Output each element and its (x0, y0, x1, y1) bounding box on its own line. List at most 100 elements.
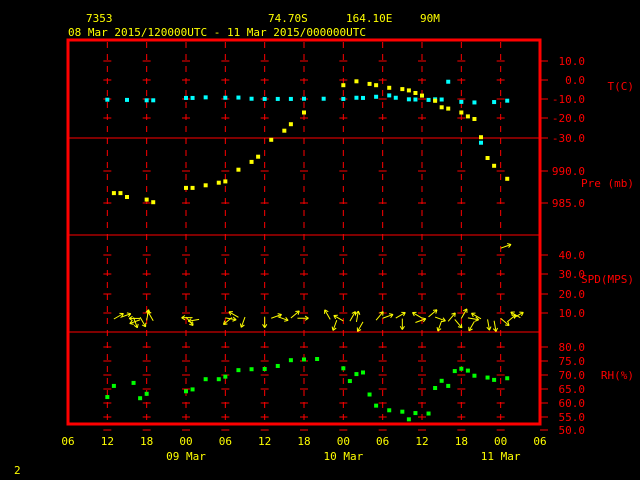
humidity-point (452, 369, 457, 374)
wind-arrow (277, 316, 289, 322)
pressure-point (249, 159, 254, 164)
wind-arrow (297, 315, 309, 321)
x-tick-label: 06 (376, 435, 389, 448)
wind-arrow (513, 311, 524, 319)
pressure-point (269, 137, 274, 142)
pressure-point (387, 85, 392, 90)
longitude: 164.10E (346, 12, 392, 25)
pressure-point (400, 87, 405, 92)
pressure-point (485, 156, 490, 160)
page-number: 2 (14, 464, 21, 477)
x-tick-label: 18 (455, 435, 468, 448)
humidity-point (354, 372, 359, 377)
temperature-point (426, 97, 431, 102)
temperature-point (459, 99, 464, 104)
pressure-point (479, 135, 483, 140)
wind-arrow (228, 311, 239, 318)
temperature-point (184, 95, 188, 100)
latitude: 74.70S (268, 12, 308, 25)
pressure-point (190, 185, 195, 190)
temperature-point (393, 95, 398, 100)
y-tick-label: 10.0 (559, 307, 586, 320)
humidity-point (223, 374, 228, 379)
temperature-point (236, 95, 241, 100)
humidity-point (138, 396, 143, 401)
humidity-point (361, 370, 365, 375)
humidity-point (203, 377, 208, 382)
humidity-point (439, 378, 444, 383)
wind-arrow (120, 312, 132, 318)
temperature-point (223, 95, 228, 100)
y-tick-label: 990.0 (552, 165, 585, 178)
temperature-point (406, 97, 411, 102)
humidity-point (105, 395, 110, 400)
panel-axis-label: RH(%) (601, 369, 634, 382)
pressure-point (282, 128, 287, 133)
temperature-point (203, 95, 208, 100)
station-id: 7353 (86, 12, 113, 25)
y-tick-label: 985.0 (552, 197, 585, 210)
panel-axis-label: T(C) (608, 80, 635, 93)
date-label: 09 Mar (166, 450, 206, 463)
wind-arrow (399, 318, 405, 330)
y-tick-label: 70.0 (559, 369, 586, 382)
y-tick-label: -20.0 (552, 112, 585, 125)
wind-arrow (262, 316, 268, 328)
pressure-point (446, 106, 451, 111)
pressure-point (354, 79, 359, 84)
wind-arrow (471, 312, 482, 320)
panel-axis-label: Pre (mb) (581, 177, 634, 190)
temperature-point (446, 79, 451, 84)
wind-arrow (467, 316, 480, 322)
humidity-point (216, 377, 221, 382)
humidity-point (472, 373, 477, 378)
pressure-point (420, 93, 424, 98)
x-tick-label: 00 (337, 435, 350, 448)
temperature-point (472, 100, 477, 105)
pressure-point (492, 163, 497, 168)
pressure-point (459, 110, 464, 115)
wind-arrow (290, 310, 300, 319)
humidity-point (459, 366, 464, 371)
humidity-point (315, 357, 320, 362)
humidity-point (347, 379, 352, 384)
wind-arrow (500, 243, 512, 249)
temperature-point (190, 95, 195, 100)
wind-arrow (133, 317, 139, 329)
wind-arrow (222, 317, 233, 326)
y-tick-label: -10.0 (552, 93, 585, 106)
elevation: 90M (420, 12, 440, 25)
x-tick-label: 12 (258, 435, 271, 448)
humidity-point (131, 380, 136, 385)
y-tick-label: 60.0 (559, 397, 586, 410)
humidity-point (262, 366, 267, 371)
wind-arrow (428, 309, 438, 318)
x-tick-label: 12 (415, 435, 428, 448)
pressure-point (203, 183, 208, 188)
humidity-point (144, 391, 149, 396)
y-tick-label: 80.0 (559, 341, 586, 354)
humidity-point (275, 363, 280, 368)
wind-arrow (139, 317, 147, 328)
humidity-point (406, 417, 411, 422)
wind-arrow (333, 314, 344, 322)
x-tick-label: 00 (494, 435, 507, 448)
plot-frame (66, 38, 542, 426)
humidity-point (190, 387, 195, 392)
pressure-point (118, 191, 123, 196)
pressure-point (216, 180, 221, 185)
temperature-point (144, 98, 149, 103)
wind-arrow (129, 319, 141, 325)
temperature-point (361, 95, 365, 100)
date-label: 10 Mar (323, 450, 363, 463)
humidity-point (465, 368, 470, 373)
humidity-point (400, 409, 405, 414)
wind-arrow (382, 313, 394, 319)
humidity-point (341, 366, 346, 371)
axis-labels: 10.0 0.0 -10.0 -20.0 -30.0 T(C) 990.0 985.0 Pre … (61, 55, 634, 463)
humidity-point (413, 411, 418, 416)
wind-arrow (412, 311, 423, 319)
wind-arrow (395, 311, 406, 319)
wind-arrow (355, 310, 361, 322)
